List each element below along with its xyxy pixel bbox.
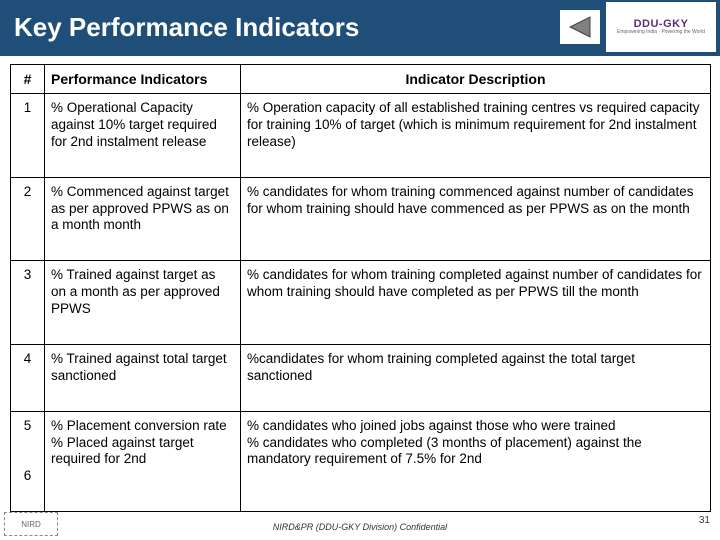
col-header-indicator: Performance Indicators xyxy=(45,65,241,94)
ddu-gky-logo: DDU-GKY Empowering India · Powering the … xyxy=(606,2,716,52)
kpi-table: # Performance Indicators Indicator Descr… xyxy=(10,64,711,512)
cell-num: 3 xyxy=(11,261,45,345)
cell-num: 56 xyxy=(11,411,45,512)
cell-indicator: % Commenced against target as per approv… xyxy=(45,177,241,261)
table-row: 56 % Placement conversion rate% Placed a… xyxy=(11,411,711,512)
cell-indicator: % Operational Capacity against 10% targe… xyxy=(45,94,241,178)
cell-indicator: % Placement conversion rate% Placed agai… xyxy=(45,411,241,512)
table-row: 3 % Trained against target as on a month… xyxy=(11,261,711,345)
back-triangle-icon xyxy=(566,15,594,39)
logo-sub-text: Empowering India · Powering the World xyxy=(617,30,705,36)
table-header-row: # Performance Indicators Indicator Descr… xyxy=(11,65,711,94)
cell-description: % candidates for whom training commenced… xyxy=(241,177,711,261)
back-button[interactable] xyxy=(560,10,600,44)
cell-num: 4 xyxy=(11,344,45,411)
cell-description: % candidates for whom training completed… xyxy=(241,261,711,345)
table-row: 4 % Trained against total target sanctio… xyxy=(11,344,711,411)
footer-confidential: NIRD&PR (DDU-GKY Division) Confidential xyxy=(0,522,720,532)
table-row: 2 % Commenced against target as per appr… xyxy=(11,177,711,261)
kpi-table-container: # Performance Indicators Indicator Descr… xyxy=(0,56,720,512)
cell-description: % candidates who joined jobs against tho… xyxy=(241,411,711,512)
cell-description: %candidates for whom training completed … xyxy=(241,344,711,411)
cell-num: 2 xyxy=(11,177,45,261)
slide: Key Performance Indicators DDU-GKY Empow… xyxy=(0,0,720,540)
cell-indicator: % Trained against target as on a month a… xyxy=(45,261,241,345)
cell-num: 1 xyxy=(11,94,45,178)
cell-description: % Operation capacity of all established … xyxy=(241,94,711,178)
col-header-description: Indicator Description xyxy=(241,65,711,94)
header-bar: Key Performance Indicators DDU-GKY Empow… xyxy=(0,0,720,54)
footer-page-number: 31 xyxy=(699,515,710,526)
cell-indicator: % Trained against total target sanctione… xyxy=(45,344,241,411)
table-row: 1 % Operational Capacity against 10% tar… xyxy=(11,94,711,178)
col-header-num: # xyxy=(11,65,45,94)
slide-title: Key Performance Indicators xyxy=(14,12,359,43)
